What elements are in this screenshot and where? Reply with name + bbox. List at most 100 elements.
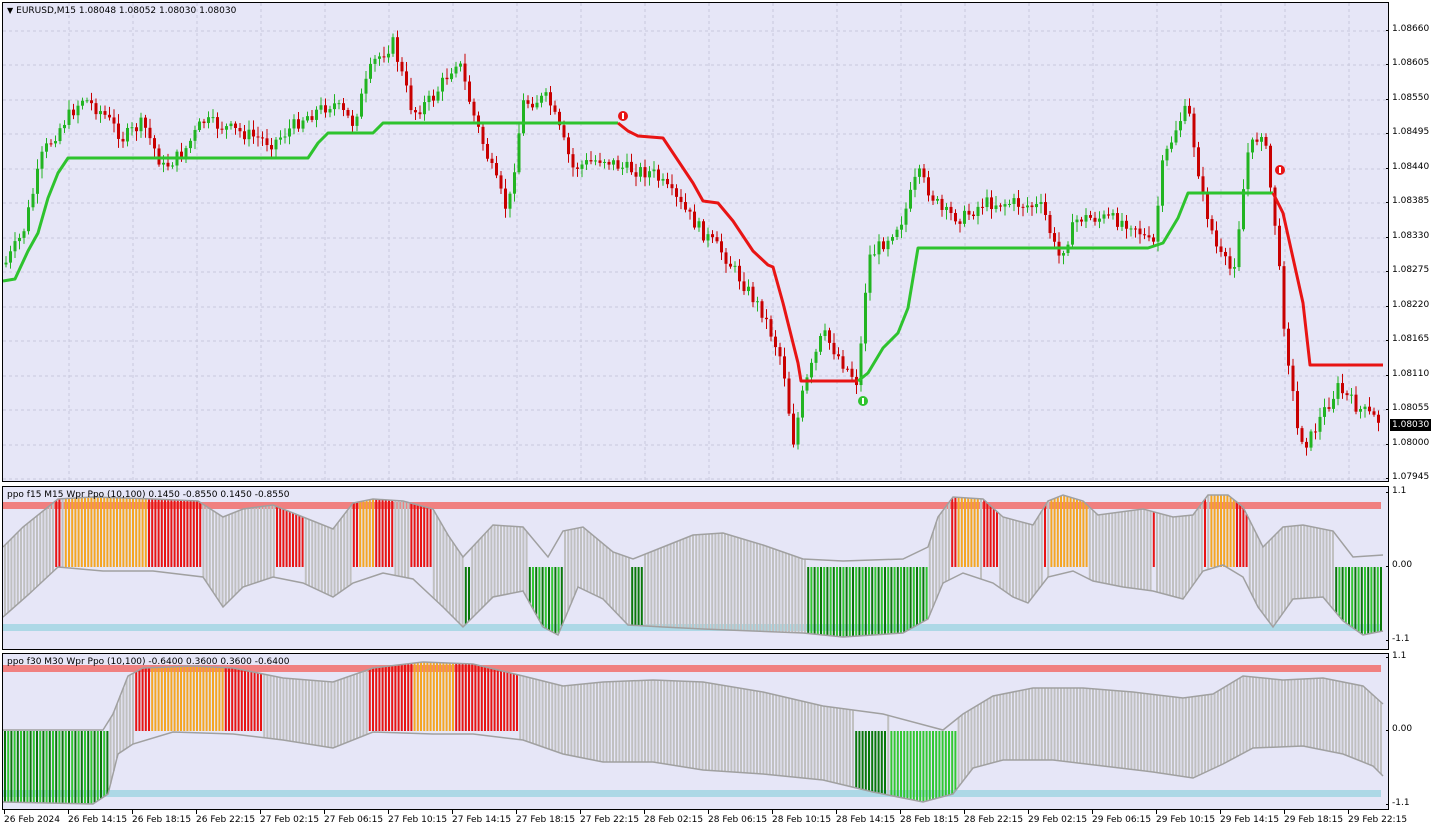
candle: [1215, 221, 1218, 254]
lower-level-band: [3, 790, 1381, 797]
trend-line-down: [617, 121, 858, 383]
candle: [1107, 207, 1110, 219]
candle: [634, 163, 638, 187]
candle-body: [1246, 152, 1250, 190]
candle-body: [63, 124, 66, 129]
time-label: 26 Feb 14:15: [68, 810, 128, 825]
candle: [882, 237, 885, 252]
candle: [1156, 196, 1160, 252]
candle-body: [153, 138, 156, 149]
candle: [774, 330, 777, 356]
candle: [585, 153, 588, 170]
price-chart-pane[interactable]: ▼ EURUSD,M15 1.08048 1.08052 1.08030 1.08…: [2, 2, 1389, 482]
candle-body: [193, 130, 197, 141]
candle: [1327, 397, 1331, 412]
candle: [1003, 199, 1007, 216]
candle: [391, 33, 395, 57]
candle: [747, 279, 750, 296]
candle-body: [1197, 147, 1200, 177]
time-label: 28 Feb 18:15: [900, 810, 960, 825]
candle: [1350, 388, 1353, 404]
candle: [459, 61, 462, 72]
candle: [193, 125, 197, 150]
candle-body: [1030, 205, 1034, 208]
candle: [751, 281, 755, 308]
candle-body: [571, 154, 575, 168]
candle-body: [522, 100, 525, 134]
price-tick: 1.08165: [1385, 334, 1429, 344]
candle-body: [684, 202, 687, 210]
candle-body: [166, 162, 170, 167]
symbol-dropdown-icon[interactable]: ▼: [7, 6, 14, 15]
sell-arrow-icon-mark: [1279, 167, 1281, 173]
candle: [927, 170, 930, 202]
candle: [715, 231, 719, 244]
candle-body: [940, 198, 944, 210]
candle-body: [841, 356, 845, 369]
candle-body: [580, 164, 584, 169]
candle-body: [1363, 406, 1367, 410]
candle: [202, 118, 206, 129]
ppo-m15-pane[interactable]: ppo f15 M15 Wpr Ppo (10,100) 0.1450 -0.8…: [2, 486, 1389, 650]
time-label: 29 Feb 06:15: [1092, 810, 1152, 825]
chart-title: ▼ EURUSD,M15 1.08048 1.08052 1.08030 1.08…: [7, 6, 236, 16]
candle-body: [796, 417, 800, 445]
candle: [544, 88, 548, 102]
candle: [999, 203, 1002, 212]
candle-body: [90, 100, 93, 104]
candle: [522, 93, 525, 136]
candle: [918, 164, 921, 184]
upper-level-band: [3, 665, 1381, 672]
candle-body: [918, 168, 921, 177]
ppo-m30-pane[interactable]: ppo f30 M30 Wpr Ppo (10,100) -0.6400 0.3…: [2, 653, 1389, 810]
time-label: 27 Feb 18:15: [516, 810, 576, 825]
candle: [1161, 155, 1164, 213]
candle: [1147, 226, 1151, 242]
candle-body: [1305, 441, 1308, 448]
candle: [1012, 193, 1016, 212]
candle: [396, 30, 399, 72]
candle-body: [247, 129, 251, 140]
candle-body: [909, 189, 912, 209]
candle-body: [589, 160, 593, 162]
candle: [405, 62, 408, 93]
candle-body: [18, 237, 21, 242]
price-chart[interactable]: [3, 3, 1389, 482]
candle: [441, 72, 444, 101]
candle: [1017, 189, 1020, 215]
candle-body: [207, 117, 210, 124]
candle-body: [9, 251, 12, 263]
candle-body: [355, 116, 359, 126]
candle-body: [144, 117, 147, 128]
candle-body: [850, 368, 854, 377]
osc-tick: 0.00: [1385, 724, 1412, 734]
candle-body: [801, 390, 804, 418]
candle-body: [769, 319, 773, 337]
candle-body: [1089, 215, 1092, 218]
candle-body: [756, 301, 759, 303]
candle: [967, 203, 971, 221]
candle-body: [1210, 219, 1214, 231]
candle: [823, 323, 827, 341]
candle-body: [1161, 160, 1164, 206]
candle-body: [967, 210, 971, 215]
candle: [828, 327, 831, 350]
time-axis[interactable]: 26 Feb 2024 26 Feb 14:15 26 Feb 18:15 26 Fe…: [2, 810, 1407, 832]
candle-body: [783, 356, 786, 379]
candle-body: [936, 198, 939, 201]
candle-body: [531, 103, 534, 108]
candle: [67, 100, 71, 129]
candle: [256, 126, 260, 147]
candle-body: [337, 103, 341, 105]
envelope-upper: [3, 494, 1384, 562]
candle: [94, 98, 98, 120]
candle-body: [1053, 233, 1056, 242]
candle-body: [319, 105, 323, 110]
candle: [198, 118, 201, 133]
candle-body: [117, 123, 120, 139]
candle: [85, 97, 89, 104]
candle-body: [927, 177, 930, 196]
candle-body: [859, 343, 863, 386]
candle-body: [1111, 213, 1115, 216]
price-scale[interactable]: 1.08660 1.08605 1.08550 1.08495 1.08440 1.083…: [1385, 2, 1436, 482]
